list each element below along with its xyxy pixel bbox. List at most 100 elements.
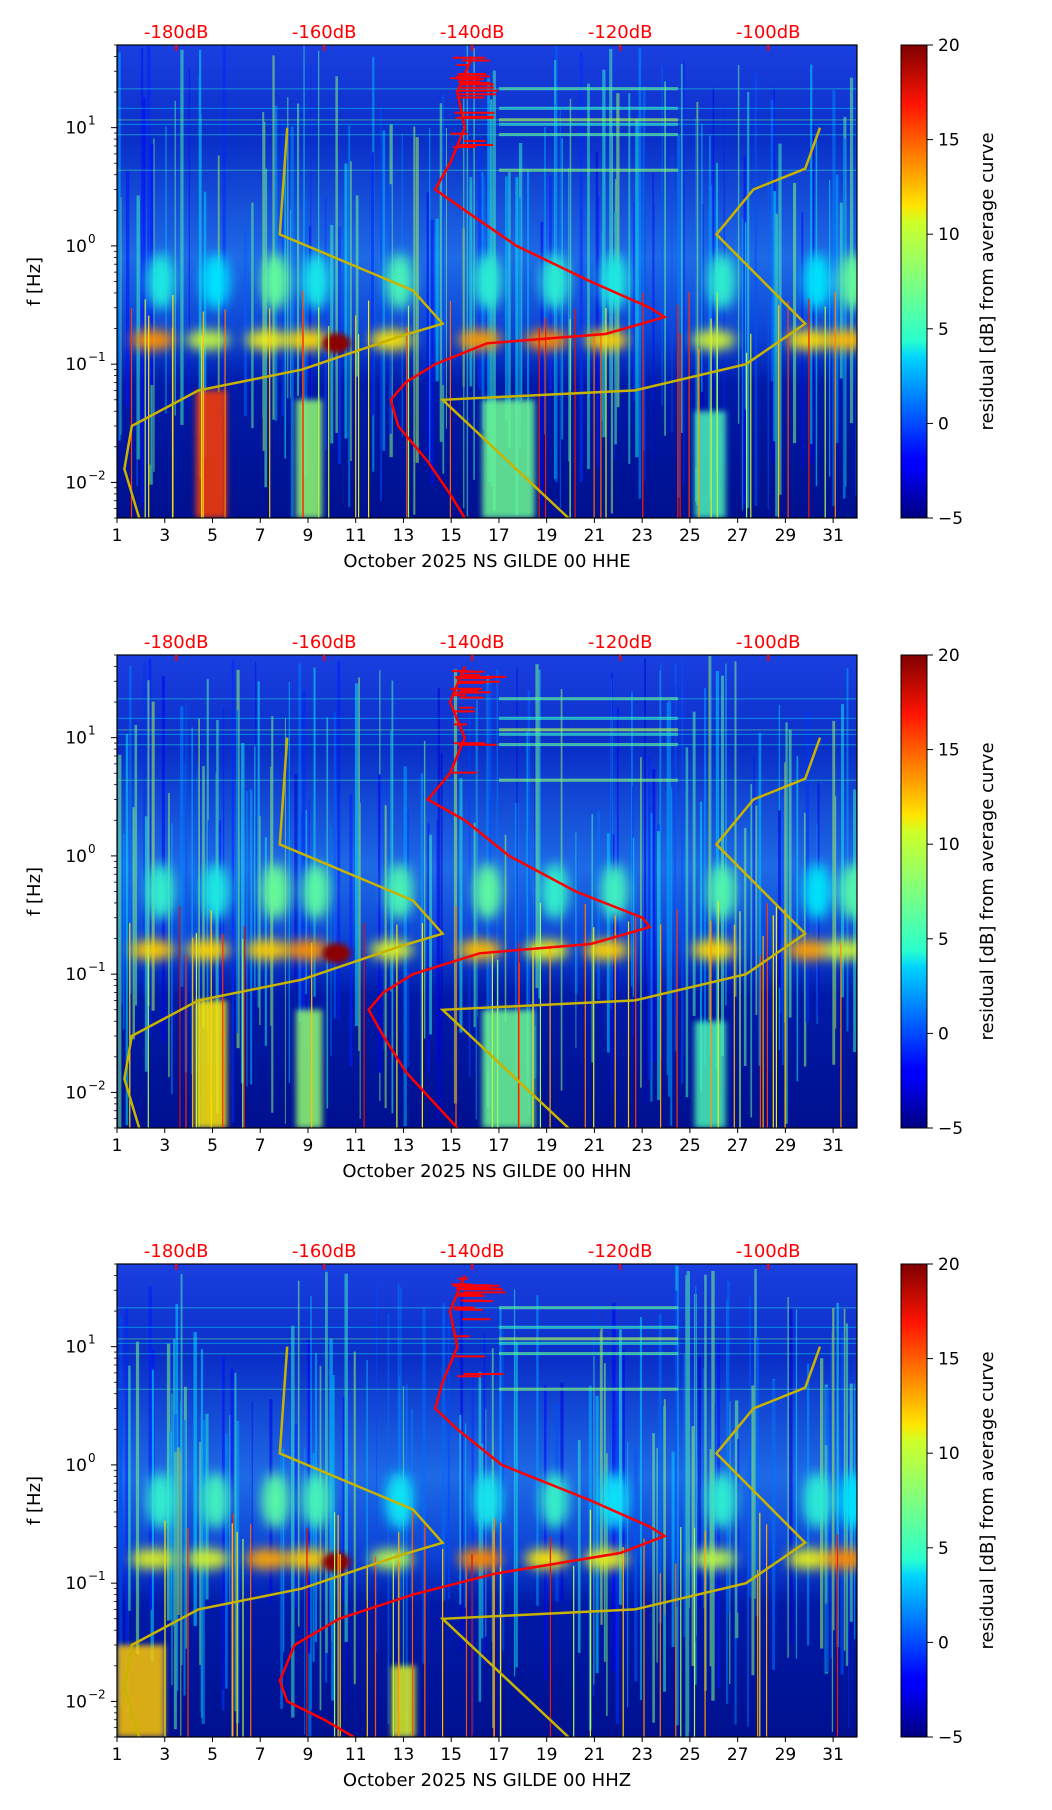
x-tick-label: 19 [536, 526, 558, 546]
average-psd-curve [389, 56, 668, 518]
heatmap-streak [234, 1372, 237, 1712]
spectrogram-heatmap [117, 655, 857, 1128]
colorbar-tick-label: 10 [938, 225, 960, 245]
heatmap-streak [447, 1312, 450, 1599]
heatmap-streak [254, 746, 256, 988]
y-tick-label: 10 [65, 473, 87, 493]
heatmap-band [498, 118, 678, 122]
heatmap-blob [803, 1472, 832, 1529]
heatmap-streak [176, 1447, 180, 1615]
heatmap-streak [638, 47, 642, 499]
heatmap-streak [694, 118, 697, 468]
heatmap-lowfreq-column [391, 1665, 416, 1737]
x-tick-label: 15 [440, 1745, 462, 1765]
heatmap-streak [652, 173, 655, 401]
heatmap-streak [847, 1414, 850, 1728]
colorbar-tick-label: 20 [938, 646, 960, 666]
y-tick-label: 10 [65, 119, 87, 139]
heatmap-streak [642, 86, 646, 452]
heatmap-bands [117, 1306, 857, 1391]
top-db-axis: -180dB -160dB -140dB -120dB -100dB [144, 1241, 801, 1270]
heatmap-streak [780, 827, 784, 1013]
x-tick-label: 23 [631, 526, 653, 546]
colorbar-tick-label: −5 [938, 1728, 963, 1748]
heatmap-streak [429, 834, 432, 1035]
heatmap-streak [251, 1401, 253, 1598]
top-db-tick-label: -140dB [440, 1241, 505, 1262]
heatmap-streak [599, 1331, 601, 1611]
heatmap-streak [830, 1344, 833, 1658]
heatmap-streak [143, 661, 146, 996]
heatmap-streak [118, 52, 121, 441]
heatmap-streak [147, 680, 150, 1007]
heatmap-band [498, 122, 678, 126]
heatmap-band [498, 1387, 678, 1391]
heatmap-streak [230, 1368, 234, 1610]
heatmap-streak [515, 177, 519, 516]
heatmap-streak [287, 97, 289, 399]
colorbar-label: residual [dB] from average curve [977, 132, 998, 430]
heatmap-streak [460, 1293, 464, 1650]
heatmap-blob [245, 940, 290, 960]
heatmap-blob [245, 330, 290, 350]
heatmap-streak [832, 90, 836, 506]
heatmap-streak [789, 1307, 793, 1644]
heatmap-blob [457, 1549, 502, 1569]
heatmap-streak [380, 107, 382, 502]
heatmap-streak [597, 811, 600, 1000]
heatmap-streak [284, 157, 287, 459]
heatmap-streak [535, 664, 539, 989]
heatmap-blob [457, 330, 502, 350]
heatmap-streak [198, 718, 200, 1127]
heatmap-streak [135, 1341, 140, 1655]
x-tick-label: 11 [345, 1136, 367, 1156]
heatmap-streak [488, 678, 492, 1013]
heatmap-streak [661, 66, 663, 405]
x-tick-label: 1 [112, 526, 123, 546]
heatmap-streak [473, 822, 477, 1028]
heatmap-streak [536, 1295, 539, 1606]
heatmap-blob [201, 863, 230, 920]
colorbar-label: residual [dB] from average curve [977, 1351, 998, 1649]
heatmap-band [498, 168, 678, 172]
heatmap-band [117, 119, 857, 121]
colorbar-tick-label: 0 [938, 1024, 949, 1044]
colorbar-tick-label: 5 [938, 930, 949, 950]
heatmap-streak [635, 119, 639, 458]
y-tick-exponent: −1 [88, 960, 106, 974]
heatmap-blob [691, 940, 736, 960]
heatmap-band [498, 1352, 678, 1356]
heatmap-band [498, 106, 678, 110]
heatmap-streak [591, 814, 594, 1063]
heatmap-blob [385, 1472, 414, 1529]
heatmap-blob [385, 863, 414, 920]
heatmap-blob [201, 1472, 230, 1529]
colorbar-tick-label: 0 [938, 1633, 949, 1653]
heatmap-streak [712, 87, 715, 388]
heatmap-streak [193, 1332, 197, 1626]
heatmap-blob [185, 330, 230, 350]
heatmap-streak [559, 109, 561, 508]
heatmap-blob [457, 940, 502, 960]
heatmap-streak [173, 1451, 177, 1730]
heatmap-streak [171, 1393, 173, 1686]
heatmap-streak [664, 81, 666, 436]
heatmap-streak [427, 822, 430, 1075]
heatmap-streak [540, 221, 544, 506]
heatmap-streak [778, 810, 781, 988]
heatmap-blob [130, 1549, 175, 1569]
x-tick-label: 25 [679, 526, 701, 546]
heatmap-streak [375, 1284, 378, 1652]
y-tick-label: 10 [65, 1574, 87, 1594]
heatmap-lowfreq-column [694, 411, 726, 518]
heatmap-streak [180, 49, 184, 425]
heatmap-streak [787, 1297, 789, 1658]
x-tick-label: 29 [775, 526, 797, 546]
heatmap-streak [297, 103, 300, 396]
heatmap-streak [259, 815, 261, 1026]
heatmap-band [117, 1342, 857, 1344]
heatmap-blob [707, 863, 736, 920]
heatmap-streak [174, 100, 176, 416]
top-db-tick-label: -180dB [144, 22, 209, 43]
